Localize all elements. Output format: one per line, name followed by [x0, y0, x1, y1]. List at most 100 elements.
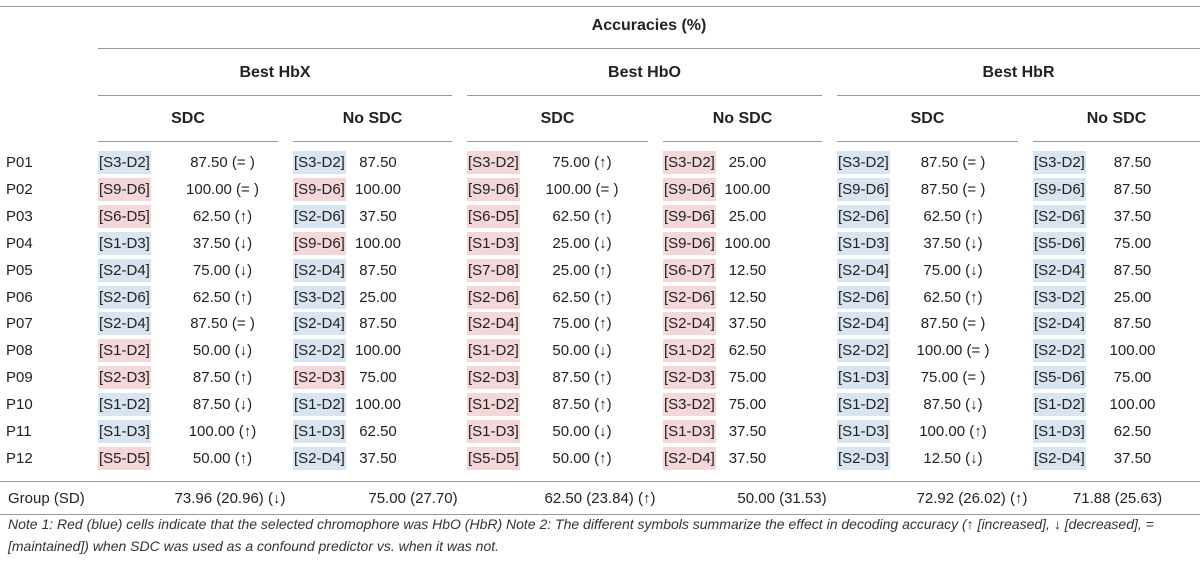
channel-hbr-nosdc: [S2-D2] [1033, 339, 1086, 363]
group-header-hbx: Best HbX [239, 64, 311, 81]
accuracy-hbo-sdc: 100.00 (= ) [545, 180, 619, 198]
channel-hbr-nosdc: [S2-D4] [1033, 258, 1086, 282]
accuracy-hbr-nosdc: 100.00 [1109, 396, 1156, 414]
channel-hbx-sdc: [S2-D4] [98, 258, 151, 282]
channel-hbo-nosdc: [S1-D3] [663, 420, 716, 443]
row-label: P12 [6, 449, 33, 467]
channel-hbr-nosdc: [S5-D6] [1033, 366, 1086, 390]
subheader-hbx-nosdc: No SDC [342, 110, 403, 127]
accuracy-hbo-nosdc: 75.00 [728, 369, 767, 387]
accuracy-hbo-nosdc: 62.50 [728, 342, 767, 360]
sub-rule-1 [98, 141, 278, 142]
accuracy-hbx-sdc: 50.00 (↑) [192, 449, 253, 467]
body-rule [0, 481, 1200, 482]
accuracy-hbr-sdc: 87.50 (↓) [923, 396, 983, 414]
group-value-hbr-sdc: 72.92 (26.02) (↑) [916, 490, 1028, 507]
accuracy-hbr-nosdc: 62.50 [1113, 423, 1152, 440]
channel-hbx-sdc: [S1-D3] [98, 420, 151, 443]
accuracy-hbr-sdc: 75.00 (= ) [920, 369, 986, 387]
accuracy-hbo-sdc: 87.50 (↑) [552, 396, 612, 414]
accuracy-hbx-nosdc: 75.00 [359, 369, 397, 387]
sub-rule-5 [837, 141, 1018, 142]
channel-hbx-sdc: [S5-D5] [98, 446, 151, 470]
accuracy-hbo-sdc: 25.00 (↑) [552, 261, 612, 279]
row-label: P05 [6, 261, 33, 279]
accuracy-hbo-nosdc: 100.00 [724, 180, 771, 198]
accuracy-hbo-nosdc: 12.50 [728, 261, 767, 279]
channel-hbo-nosdc: [S2-D3] [663, 366, 716, 390]
channel-hbo-nosdc: [S2-D6] [663, 285, 716, 309]
top-rule [0, 6, 1200, 7]
accuracy-hbx-nosdc: 100.00 [355, 396, 401, 414]
channel-hbr-nosdc: [S5-D6] [1033, 231, 1086, 255]
accuracy-hbr-nosdc: 87.50 [1113, 261, 1152, 279]
channel-hbo-sdc: [S3-D2] [467, 151, 520, 174]
accuracy-hbo-sdc: 87.50 (↑) [552, 369, 612, 387]
group-value-hbo-sdc: 62.50 (23.84) (↑) [544, 490, 656, 507]
row-label: P11 [6, 423, 32, 440]
accuracy-hbx-nosdc: 100.00 [355, 180, 401, 198]
accuracy-hbr-nosdc: 87.50 [1113, 180, 1152, 198]
accuracy-hbo-nosdc: 100.00 [724, 234, 771, 252]
channel-hbx-nosdc: [S1-D3] [293, 420, 346, 443]
accuracy-hbo-sdc: 75.00 (↑) [552, 315, 612, 333]
subheader-hbx-sdc: SDC [171, 110, 205, 127]
bottom-rule [0, 514, 1200, 515]
channel-hbr-nosdc: [S9-D6] [1033, 177, 1086, 201]
channel-hbx-nosdc: [S3-D2] [293, 285, 346, 309]
row-label: P01 [6, 154, 33, 171]
accuracy-hbr-sdc: 100.00 (= ) [916, 342, 990, 360]
group-row-label: Group (SD) [8, 490, 85, 507]
accuracy-hbr-nosdc: 75.00 [1113, 369, 1152, 387]
group-value-hbr-nosdc: 71.88 (25.63) [1072, 490, 1163, 507]
channel-hbr-sdc: [S2-D3] [837, 446, 890, 470]
accuracy-hbr-nosdc: 37.50 [1113, 207, 1152, 225]
accuracy-hbx-sdc: 87.50 (= ) [190, 315, 255, 333]
channel-hbr-nosdc: [S2-D4] [1033, 446, 1086, 470]
channel-hbr-sdc: [S1-D3] [837, 420, 890, 443]
row-label: P03 [6, 207, 33, 225]
channel-hbr-sdc: [S2-D4] [837, 312, 890, 336]
accuracy-hbx-sdc: 87.50 (↑) [192, 369, 253, 387]
channel-hbo-sdc: [S1-D2] [467, 339, 520, 363]
channel-hbx-nosdc: [S2-D6] [293, 204, 346, 228]
channel-hbo-sdc: [S2-D4] [467, 312, 520, 336]
channel-hbr-nosdc: [S2-D6] [1033, 204, 1086, 228]
accuracy-hbo-sdc: 50.00 (↑) [552, 449, 612, 467]
channel-hbx-nosdc: [S3-D2] [293, 151, 346, 174]
accuracy-hbr-nosdc: 25.00 [1113, 288, 1152, 306]
accuracy-hbo-nosdc: 37.50 [728, 315, 767, 333]
accuracy-hbx-sdc: 87.50 (↓) [192, 396, 253, 414]
accuracy-hbr-sdc: 87.50 (= ) [920, 315, 986, 333]
accuracy-hbx-nosdc: 100.00 [355, 234, 401, 252]
group-header-hbr: Best HbR [982, 64, 1055, 81]
accuracy-hbo-sdc: 25.00 (↓) [552, 234, 612, 252]
accuracy-hbr-sdc: 12.50 (↓) [923, 449, 983, 467]
accuracy-hbx-sdc: 50.00 (↓) [192, 342, 253, 360]
accuracy-hbo-nosdc: 12.50 [728, 288, 767, 306]
title-rule [98, 48, 1200, 49]
accuracy-hbo-nosdc: 37.50 [728, 449, 767, 467]
row-label: P09 [6, 369, 33, 387]
accuracy-hbr-sdc: 87.50 (= ) [920, 154, 986, 171]
accuracy-hbx-sdc: 87.50 (= ) [190, 154, 255, 171]
subheader-hbo-sdc: SDC [540, 110, 575, 127]
channel-hbx-nosdc: [S2-D4] [293, 312, 346, 336]
channel-hbo-sdc: [S2-D3] [467, 366, 520, 390]
channel-hbr-nosdc: [S1-D3] [1033, 420, 1086, 443]
channel-hbx-sdc: [S2-D6] [98, 285, 151, 309]
accuracy-hbo-sdc: 62.50 (↑) [552, 207, 612, 225]
accuracy-hbx-nosdc: 87.50 [359, 315, 397, 333]
accuracy-hbx-nosdc: 37.50 [359, 207, 397, 225]
channel-hbr-nosdc: [S3-D2] [1033, 285, 1086, 309]
row-label: P02 [6, 180, 33, 198]
accuracy-hbr-nosdc: 87.50 [1113, 315, 1152, 333]
channel-hbo-sdc: [S1-D3] [467, 231, 520, 255]
channel-hbx-sdc: [S1-D2] [98, 339, 151, 363]
channel-hbo-nosdc: [S2-D4] [663, 446, 716, 470]
accuracy-hbo-sdc: 75.00 (↑) [552, 154, 612, 171]
accuracy-hbx-nosdc: 87.50 [359, 261, 397, 279]
group-value-hbx-nosdc: 75.00 (27.70) [368, 490, 458, 507]
row-label: P06 [6, 288, 33, 306]
channel-hbx-nosdc: [S2-D4] [293, 446, 346, 470]
